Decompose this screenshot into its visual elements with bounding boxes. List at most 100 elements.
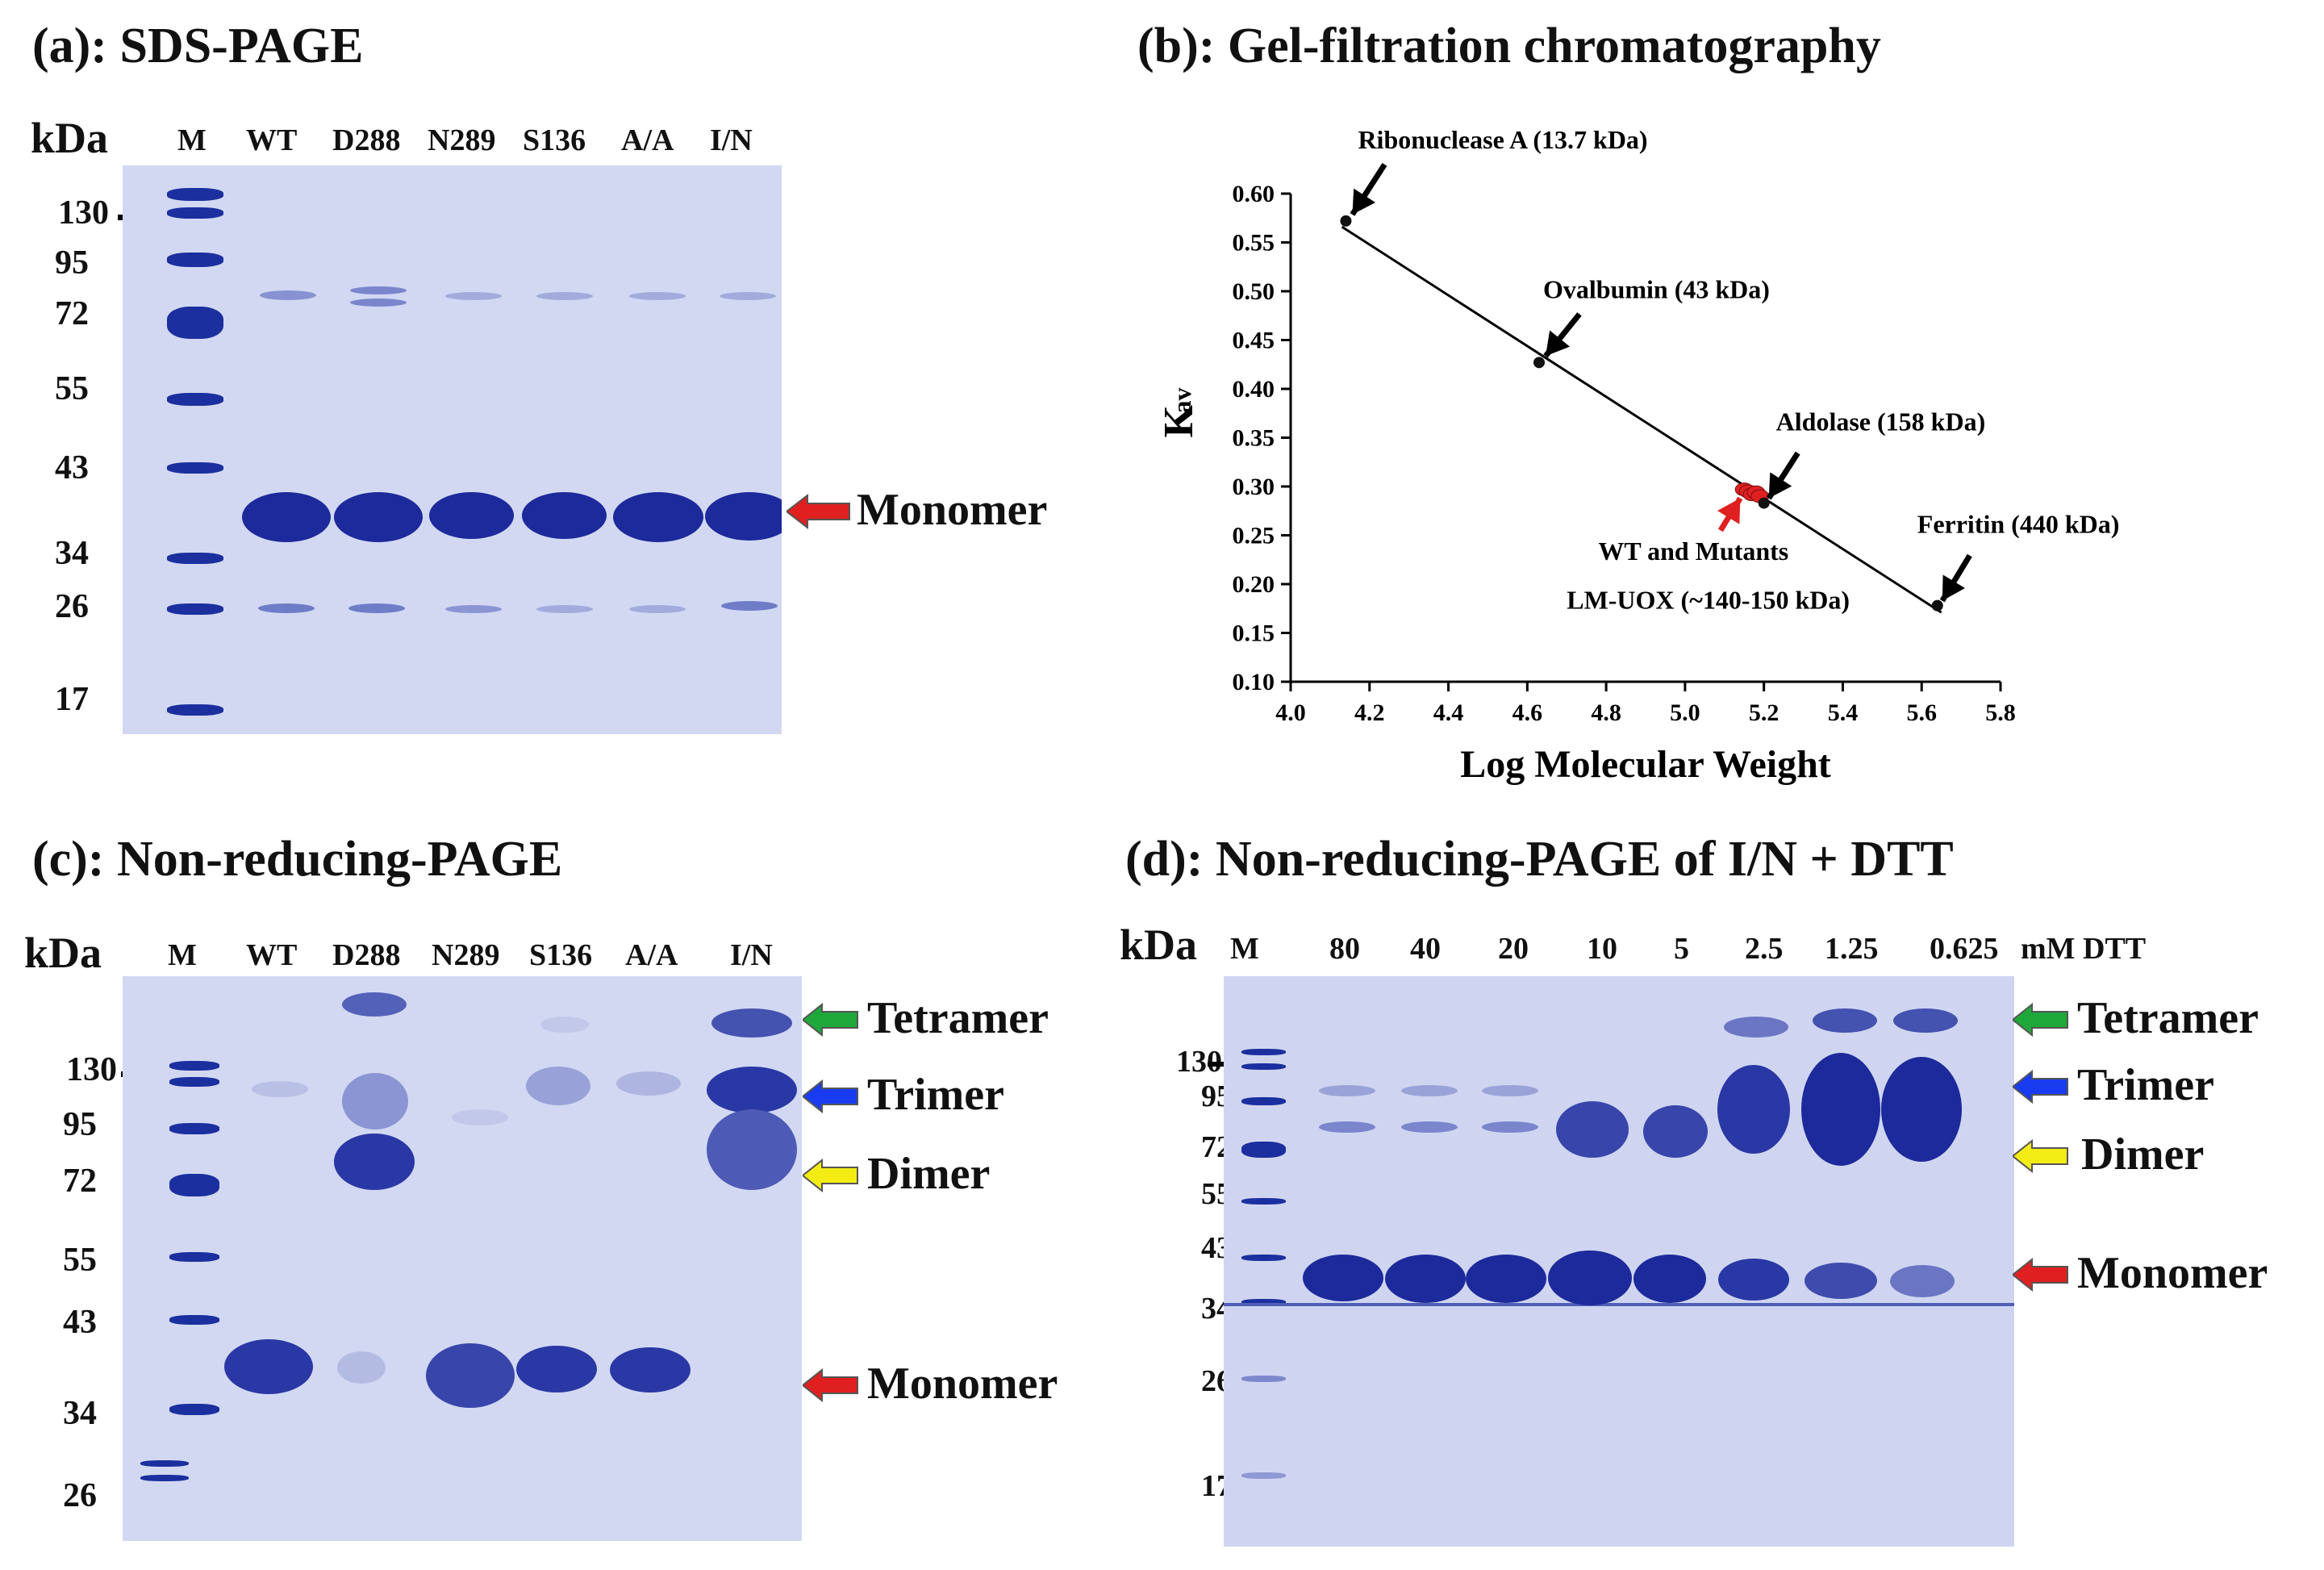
- arrow-ferritin-head: [1942, 574, 1965, 601]
- mw-marker: 55: [63, 1242, 97, 1279]
- mw-marker: 26: [55, 588, 89, 625]
- monomer-band: [1805, 1263, 1877, 1299]
- faint-band: [720, 292, 776, 300]
- ladder-band: [1241, 1299, 1286, 1305]
- faint-band: [445, 605, 502, 613]
- dimer-band: [707, 1109, 797, 1190]
- panel-a-kda-label: kDa: [31, 114, 109, 162]
- x-tick-label: 5.2: [1749, 699, 1780, 726]
- monomer-band: [1466, 1255, 1546, 1303]
- arrow-aldolase-head: [1768, 472, 1792, 499]
- tetramer-band: [1893, 1008, 1958, 1033]
- mw-marker: 55: [55, 370, 89, 407]
- standard-point: [1533, 357, 1545, 369]
- lane-header-m: M: [1230, 932, 1259, 966]
- ladder-band: [169, 1315, 219, 1325]
- trimer-band: [1401, 1085, 1458, 1096]
- ladder-band: [1241, 1049, 1286, 1055]
- gel-d: [1224, 976, 2014, 1547]
- tetramer-arrow-c: [803, 1003, 858, 1037]
- monomer-band: [613, 492, 703, 542]
- ladder-band: [169, 1252, 219, 1262]
- lane-header: 5: [1674, 932, 1689, 966]
- mw-marker: 26: [1201, 1364, 1232, 1398]
- gel-filtration-chart: 4.0 4.2 4.4 4.6 4.8 5.0 5.2 5.4 5.6 5.8 0.10 0.15 0.…: [1156, 125, 2119, 786]
- ladder-band: [167, 704, 223, 716]
- faint-band: [721, 601, 778, 611]
- dimer-band: [1556, 1101, 1629, 1158]
- ladder-band: [1241, 1376, 1286, 1382]
- faint-band: [260, 290, 316, 300]
- ladder-band: [169, 1174, 219, 1196]
- monomer-label-c: Monomer: [867, 1359, 1058, 1409]
- lane-header: M: [177, 123, 207, 157]
- y-tick-label: 0.15: [1233, 620, 1275, 647]
- ladder-band: [167, 462, 223, 474]
- ladder-band: [169, 1061, 219, 1071]
- monomer-arrow-c: [803, 1368, 858, 1402]
- faint-band: [337, 1351, 386, 1384]
- ladder-band: [1241, 1097, 1286, 1105]
- lane-header: 1.25: [1825, 932, 1879, 966]
- panel-c-kda-label: kDa: [24, 929, 102, 977]
- dimer-band: [1319, 1121, 1375, 1133]
- trimer-band: [1717, 1065, 1790, 1154]
- mw-marker: 34: [55, 535, 89, 572]
- monomer-label-d: Monomer: [2077, 1248, 2268, 1298]
- lane-header: 80: [1329, 932, 1360, 966]
- tetramer-label-d: Tetramer: [2077, 993, 2259, 1043]
- lane-header: S136: [523, 123, 586, 157]
- monomer-arrow-d: [2013, 1258, 2068, 1292]
- trimer-band: [1801, 1053, 1880, 1166]
- ladder-band: [169, 1123, 219, 1134]
- lane-header: WT: [246, 938, 298, 972]
- faint-band: [452, 1109, 508, 1125]
- x-tick-label: 5.8: [1985, 699, 2016, 726]
- monomer-band: [1718, 1259, 1789, 1301]
- dimer-band: [1482, 1121, 1538, 1133]
- lane-header: M: [168, 938, 197, 972]
- mw-marker: 17: [1201, 1469, 1232, 1503]
- standard-point: [1758, 497, 1770, 509]
- monomer-band: [1890, 1265, 1955, 1297]
- panel-c-title: (c): Non-reducing-PAGE: [32, 832, 563, 887]
- mw-marker: 95: [55, 244, 89, 282]
- ladder-band: [167, 393, 223, 406]
- tetramer-band: [342, 992, 407, 1017]
- trimer-band: [616, 1071, 681, 1096]
- mw-marker: 72: [55, 295, 89, 332]
- tetramer-arrow-d: [2013, 1003, 2068, 1037]
- faint-band: [629, 292, 686, 300]
- standard-point: [1340, 215, 1352, 227]
- annotation-ribonuclease: Ribonuclease A (13.7 kDa): [1358, 125, 1647, 154]
- y-tick-label: 0.55: [1233, 230, 1275, 257]
- gel-c: [123, 976, 802, 1541]
- y-tick-label: 0.25: [1233, 523, 1275, 549]
- x-tick-label: 5.4: [1828, 699, 1859, 726]
- monomer-band: [224, 1339, 313, 1394]
- dimer-arrow-c: [803, 1159, 858, 1192]
- monomer-arrow-a: [786, 494, 850, 529]
- x-tick-label: 5.6: [1906, 699, 1937, 726]
- monomer-band: [1385, 1255, 1466, 1303]
- trimer-arrow-c: [803, 1079, 858, 1113]
- trimer-band: [707, 1067, 797, 1113]
- faint-band: [350, 286, 407, 294]
- gel-front-line: [1224, 1303, 2014, 1306]
- x-tick-label: 5.0: [1670, 699, 1700, 726]
- panel-d-title: (d): Non-reducing-PAGE of I/N + DTT: [1125, 832, 1954, 887]
- annotation-wt-mutants: WT and Mutants: [1598, 537, 1788, 566]
- dimer-band: [334, 1134, 415, 1190]
- y-tick-label: 0.45: [1233, 328, 1275, 354]
- mw-marker: 26: [63, 1477, 97, 1514]
- trimer-band: [1881, 1057, 1962, 1162]
- faint-band: [445, 292, 502, 300]
- trimer-label-c: Trimer: [867, 1070, 1004, 1120]
- lane-header: 2.5: [1745, 932, 1784, 966]
- mw-marker: 55: [1201, 1177, 1232, 1211]
- mw-marker: 72: [1201, 1130, 1232, 1164]
- arrow-ribonuclease-head: [1352, 188, 1376, 215]
- ladder-band: [1241, 1063, 1286, 1070]
- y-axis-title-subscript: av: [1167, 388, 1196, 414]
- mw-marker: 130: [66, 1051, 117, 1088]
